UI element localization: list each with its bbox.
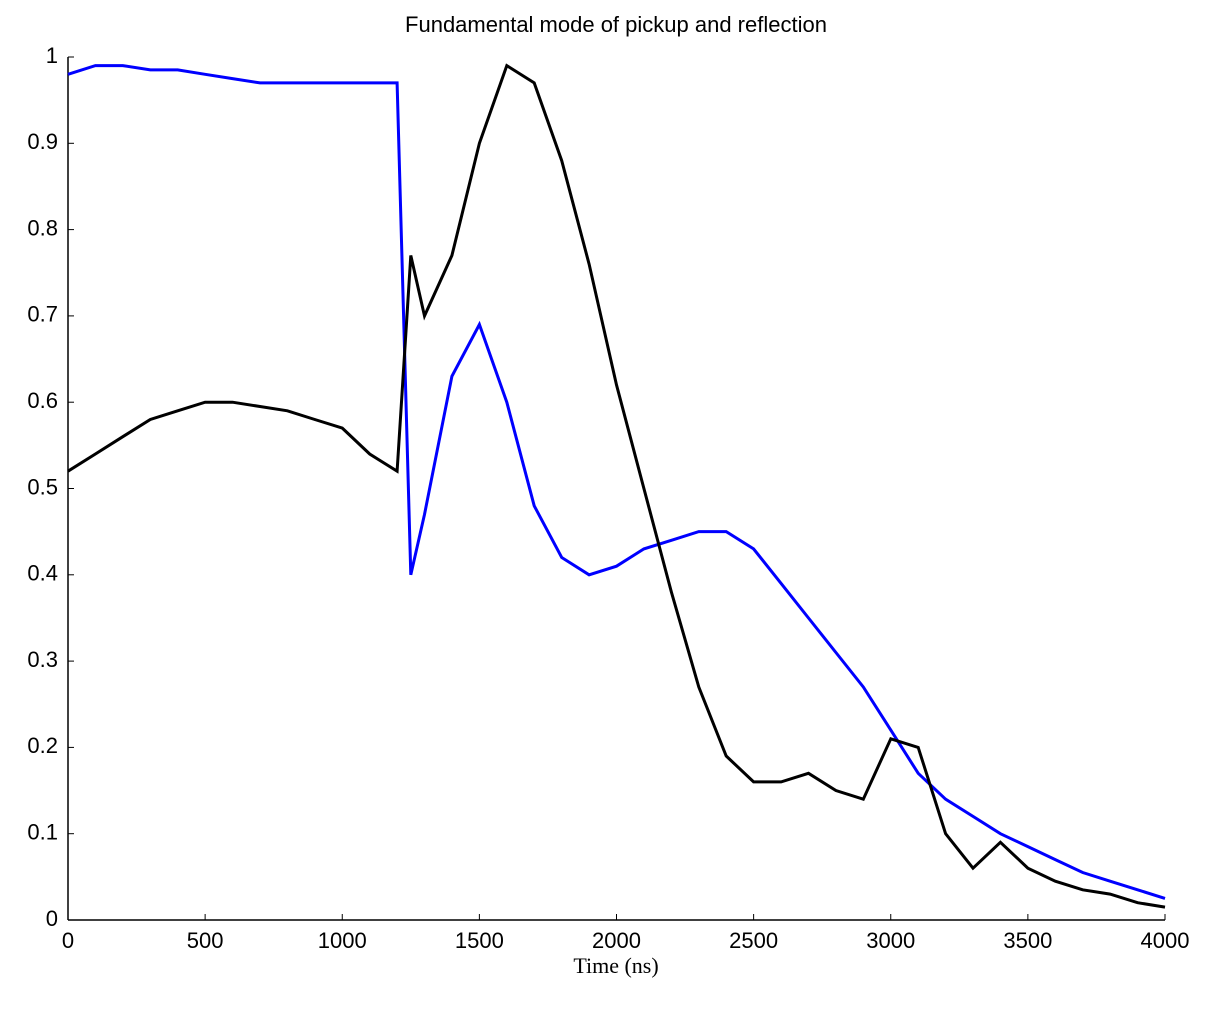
x-tick-label: 2500 (729, 928, 778, 953)
y-tick-label: 0 (46, 906, 58, 931)
chart-title: Fundamental mode of pickup and reflectio… (405, 12, 827, 37)
x-tick-label: 0 (62, 928, 74, 953)
y-tick-label: 0.6 (27, 388, 58, 413)
x-tick-label: 2000 (592, 928, 641, 953)
x-tick-label: 1000 (318, 928, 367, 953)
x-tick-label: 500 (187, 928, 224, 953)
y-tick-label: 0.2 (27, 733, 58, 758)
line-series (67, 63, 1166, 909)
y-tick-label: 0.1 (27, 820, 58, 845)
y-tick-label: 1 (46, 43, 58, 68)
y-tick-label: 0.9 (27, 129, 58, 154)
y-tick-label: 0.8 (27, 215, 58, 240)
line-series (67, 64, 1166, 900)
y-tick-label: 0.5 (27, 474, 58, 499)
x-tick-label: 1500 (455, 928, 504, 953)
x-tick-label: 3000 (866, 928, 915, 953)
x-axis-label: Time (ns) (573, 953, 658, 978)
x-tick-label: 3500 (1003, 928, 1052, 953)
x-tick-label: 4000 (1141, 928, 1190, 953)
y-tick-label: 0.4 (27, 561, 58, 586)
y-tick-label: 0.7 (27, 302, 58, 327)
y-tick-label: 0.3 (27, 647, 58, 672)
